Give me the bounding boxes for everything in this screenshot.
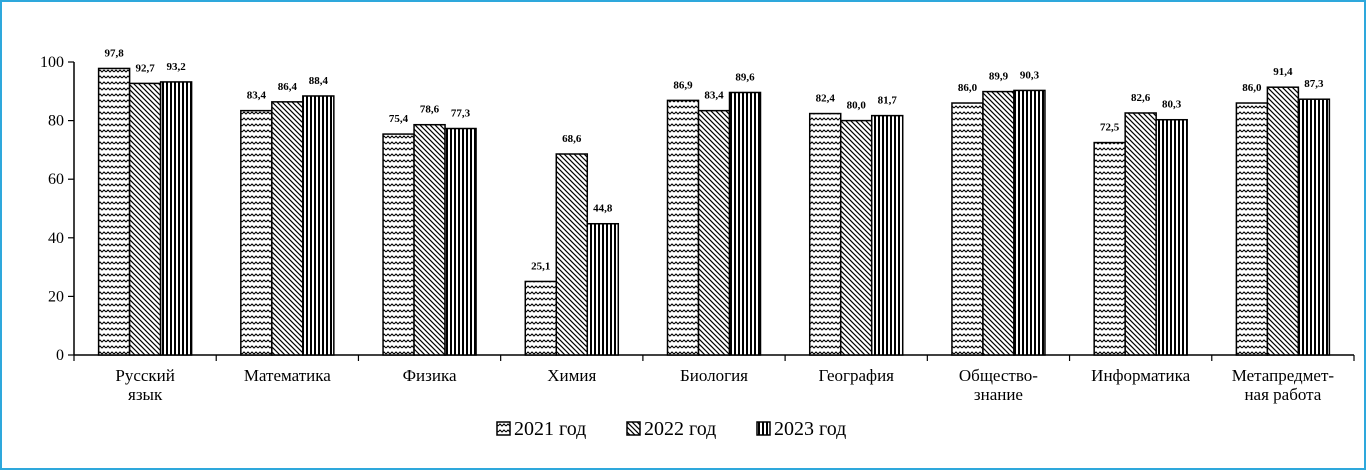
bar-value-label: 97,8 bbox=[104, 47, 124, 59]
category-label: Химия bbox=[547, 366, 596, 385]
bar bbox=[240, 109, 273, 356]
bar-value-label: 86,0 bbox=[958, 82, 978, 94]
bar-value-label: 25,1 bbox=[531, 260, 550, 272]
bar-value-label: 92,7 bbox=[135, 62, 155, 74]
bar-value-label: 75,4 bbox=[389, 113, 409, 125]
bar-value-label: 86,9 bbox=[673, 79, 693, 91]
bar bbox=[1235, 102, 1269, 356]
bar-value-label: 72,5 bbox=[1100, 122, 1120, 134]
bar-value-label: 89,9 bbox=[989, 71, 1009, 83]
category-label: ная работа bbox=[1244, 385, 1321, 404]
bar bbox=[982, 90, 1015, 356]
bars bbox=[97, 67, 1331, 356]
y-tick-label: 0 bbox=[56, 347, 64, 364]
y-tick-label: 20 bbox=[48, 288, 64, 305]
bar bbox=[128, 82, 162, 356]
bar-value-label: 93,2 bbox=[166, 61, 186, 73]
category-label: язык bbox=[128, 385, 163, 404]
bar-value-label: 86,0 bbox=[1242, 82, 1262, 94]
legend-label: 2023 год bbox=[774, 418, 846, 440]
bar bbox=[444, 127, 477, 356]
bar bbox=[870, 114, 904, 356]
category-label: Физика bbox=[403, 366, 457, 385]
legend-swatch bbox=[496, 421, 511, 436]
category-label: Информатика bbox=[1091, 366, 1190, 385]
legend-swatch bbox=[626, 421, 641, 436]
category-label: Русский bbox=[115, 366, 175, 385]
bar bbox=[382, 133, 415, 356]
bar bbox=[728, 91, 762, 356]
legend-swatch bbox=[756, 421, 771, 436]
legend-label: 2022 год bbox=[644, 418, 716, 440]
bar-value-label: 82,4 bbox=[816, 93, 836, 105]
bar-value-label: 77,3 bbox=[451, 108, 471, 120]
bar-value-label: 44,8 bbox=[593, 203, 613, 215]
y-tick-label: 60 bbox=[48, 171, 64, 188]
legend: 2021 год 2022 год 2023 год bbox=[496, 418, 846, 440]
bar bbox=[839, 119, 873, 356]
bar bbox=[1013, 89, 1046, 356]
bar-value-label: 82,6 bbox=[1131, 92, 1151, 104]
bar bbox=[413, 123, 446, 356]
bar-value-label: 68,6 bbox=[562, 133, 582, 145]
value-labels: 97,8 92,7 93,2 83,4 86,4 88,4 75,4 78,6 77,3 25,1… bbox=[104, 47, 1324, 272]
bar-value-label: 91,4 bbox=[1273, 66, 1293, 78]
bar-value-label: 89,6 bbox=[735, 71, 755, 83]
bar bbox=[524, 280, 558, 356]
grouped-bar-chart: 0 20 40 60 80 100 97,8 92,7 93,2 83,4 86,4 88,4 75,… bbox=[40, 47, 1355, 440]
bar bbox=[1297, 98, 1331, 356]
bar-value-label: 90,3 bbox=[1020, 69, 1040, 81]
legend-label: 2021 год bbox=[514, 418, 586, 440]
category-label: Биология bbox=[680, 366, 748, 385]
y-tick-label: 40 bbox=[48, 230, 64, 247]
bar bbox=[586, 222, 620, 356]
bar-value-label: 80,0 bbox=[847, 100, 867, 112]
bar bbox=[1093, 141, 1126, 356]
category-label: Метапредмет- bbox=[1232, 366, 1335, 385]
category-label: знание bbox=[974, 385, 1023, 404]
bar bbox=[159, 81, 193, 356]
bar bbox=[951, 102, 984, 356]
bar-value-label: 87,3 bbox=[1304, 78, 1324, 90]
y-tick-label: 80 bbox=[48, 113, 64, 130]
bar-value-label: 86,4 bbox=[278, 81, 298, 93]
bar-value-label: 80,3 bbox=[1162, 99, 1182, 111]
category-label: Общество- bbox=[959, 366, 1038, 385]
bar bbox=[555, 153, 589, 356]
bar-value-label: 88,4 bbox=[309, 75, 329, 87]
bar-value-label: 78,6 bbox=[420, 104, 440, 116]
y-tick-label: 100 bbox=[40, 54, 64, 71]
bar bbox=[1266, 86, 1300, 356]
bar bbox=[1155, 118, 1188, 356]
bar bbox=[97, 67, 131, 356]
category-label: География bbox=[818, 366, 894, 385]
bar bbox=[302, 95, 335, 356]
category-label: Математика bbox=[244, 366, 331, 385]
bar bbox=[1124, 112, 1157, 356]
bar-value-label: 83,4 bbox=[704, 90, 724, 102]
bar-value-label: 81,7 bbox=[878, 95, 898, 107]
bar bbox=[808, 112, 842, 356]
bar-value-label: 83,4 bbox=[247, 90, 267, 102]
bar bbox=[666, 99, 700, 356]
bar bbox=[271, 101, 304, 356]
bar bbox=[697, 109, 731, 356]
